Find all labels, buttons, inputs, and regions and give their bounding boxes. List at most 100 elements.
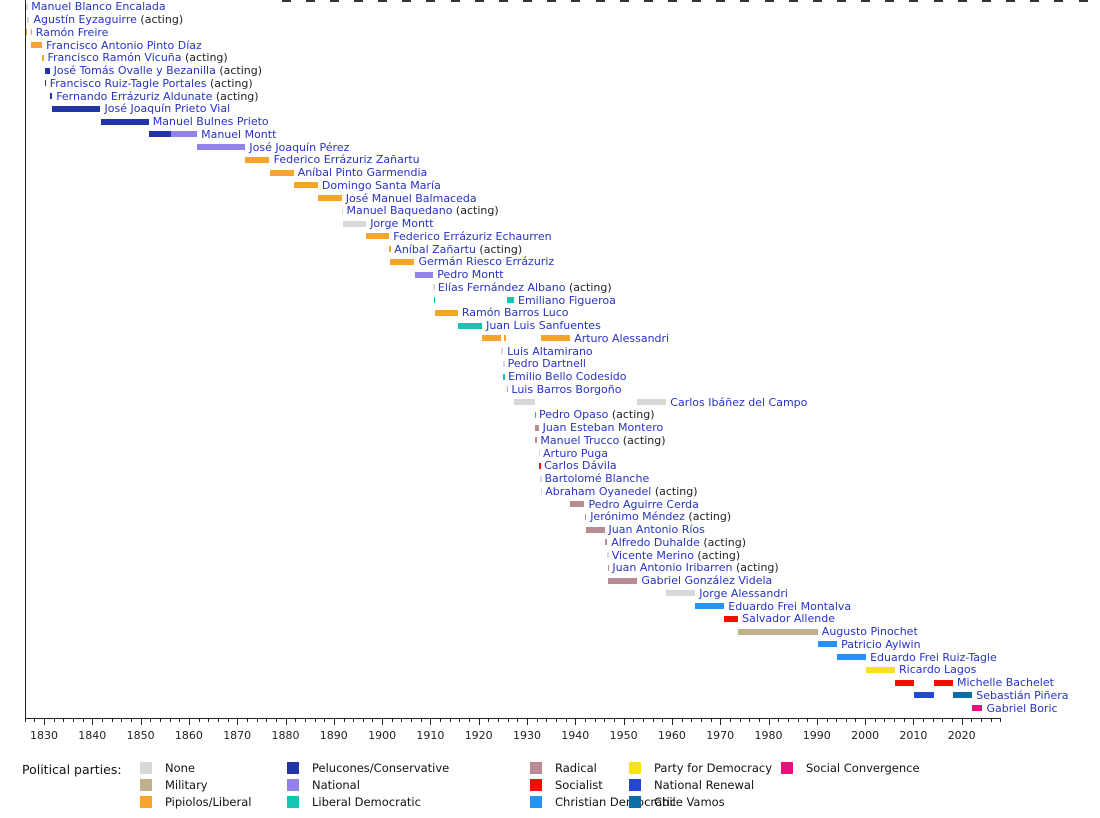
president-name[interactable]: Manuel Bulnes Prieto xyxy=(153,115,269,128)
president-name[interactable]: José Manuel Balmaceda xyxy=(346,192,477,205)
president-name[interactable]: Juan Luis Sanfuentes xyxy=(486,319,601,332)
president-name[interactable]: Pedro Montt xyxy=(437,268,503,281)
president-name[interactable]: Carlos Ibáñez del Campo xyxy=(670,396,807,409)
president-name[interactable]: Patricio Aylwin xyxy=(841,638,920,651)
president-label[interactable]: Manuel Bulnes Prieto xyxy=(153,115,269,128)
president-name[interactable]: José Joaquín Pérez xyxy=(249,141,349,154)
president-label[interactable]: Ricardo Lagos xyxy=(899,663,976,676)
president-name[interactable]: Pedro Opaso xyxy=(539,408,608,421)
president-name[interactable]: Michelle Bachelet xyxy=(957,676,1054,689)
president-label[interactable]: Pedro Montt xyxy=(437,268,503,281)
president-label[interactable]: Juan Luis Sanfuentes xyxy=(486,319,601,332)
president-name[interactable]: Fernando Errázuriz Aldunate xyxy=(56,90,212,103)
president-name[interactable]: Abraham Oyanedel xyxy=(545,485,651,498)
president-label[interactable]: Jorge Alessandri xyxy=(699,587,788,600)
president-label[interactable]: Eduardo Frei Montalva xyxy=(728,600,851,613)
president-name[interactable]: Gabriel González Videla xyxy=(641,574,772,587)
president-name[interactable]: Alfredo Duhalde xyxy=(611,536,700,549)
president-name[interactable]: Arturo Alessandri xyxy=(574,332,669,345)
president-name[interactable]: Aníbal Pinto Garmendia xyxy=(298,166,428,179)
president-label[interactable]: Fernando Errázuriz Aldunate (acting) xyxy=(56,90,258,103)
president-name[interactable]: Elías Fernández Albano xyxy=(438,281,566,294)
president-label[interactable]: Aníbal Zañartu (acting) xyxy=(394,243,522,256)
president-name[interactable]: José Tomás Ovalle y Bezanilla xyxy=(54,64,216,77)
president-name[interactable]: Germán Riesco Errázuriz xyxy=(419,255,555,268)
president-label[interactable]: Germán Riesco Errázuriz xyxy=(419,255,555,268)
president-name[interactable]: Juan Antonio Ríos xyxy=(609,523,705,536)
president-label[interactable]: Gabriel Boric xyxy=(987,702,1058,715)
president-label[interactable]: Luis Altamirano xyxy=(507,345,593,358)
president-label[interactable]: Ramón Freire xyxy=(36,26,109,39)
president-label[interactable]: Aníbal Pinto Garmendia xyxy=(298,166,428,179)
president-label[interactable]: Eduardo Frei Ruiz-Tagle xyxy=(870,651,997,664)
president-name[interactable]: Emilio Bello Codesido xyxy=(508,370,626,383)
president-label[interactable]: Francisco Ruiz-Tagle Portales (acting) xyxy=(50,77,253,90)
president-name[interactable]: Emiliano Figueroa xyxy=(518,294,616,307)
president-label[interactable]: Agustín Eyzaguirre (acting) xyxy=(34,13,184,26)
president-label[interactable]: Jorge Montt xyxy=(370,217,433,230)
president-name[interactable]: Pedro Dartnell xyxy=(508,357,586,370)
president-name[interactable]: Federico Errázuriz Echaurren xyxy=(393,230,551,243)
president-name[interactable]: Arturo Puga xyxy=(543,447,608,460)
president-name[interactable]: Luis Altamirano xyxy=(507,345,593,358)
president-name[interactable]: Ricardo Lagos xyxy=(899,663,976,676)
president-name[interactable]: Pedro Aguirre Cerda xyxy=(589,498,699,511)
president-name[interactable]: Luis Barros Borgoño xyxy=(511,383,621,396)
president-label[interactable]: Pedro Dartnell xyxy=(508,357,586,370)
president-name[interactable]: Manuel Montt xyxy=(201,128,276,141)
president-label[interactable]: Vicente Merino (acting) xyxy=(612,549,740,562)
president-label[interactable]: Salvador Allende xyxy=(742,612,835,625)
president-name[interactable]: Francisco Ruiz-Tagle Portales xyxy=(50,77,207,90)
president-label[interactable]: Emiliano Figueroa xyxy=(518,294,616,307)
president-label[interactable]: Gabriel González Videla xyxy=(641,574,772,587)
president-label[interactable]: Federico Errázuriz Zañartu xyxy=(274,153,420,166)
president-label[interactable]: Carlos Ibáñez del Campo xyxy=(670,396,807,409)
president-label[interactable]: Manuel Trucco (acting) xyxy=(540,434,665,447)
president-name[interactable]: Federico Errázuriz Zañartu xyxy=(274,153,420,166)
president-label[interactable]: Emilio Bello Codesido xyxy=(508,370,626,383)
president-name[interactable]: Jorge Alessandri xyxy=(699,587,788,600)
president-label[interactable]: Alfredo Duhalde (acting) xyxy=(611,536,746,549)
president-label[interactable]: Arturo Alessandri xyxy=(574,332,669,345)
president-name[interactable]: Gabriel Boric xyxy=(987,702,1058,715)
president-label[interactable]: Domingo Santa María xyxy=(322,179,441,192)
president-name[interactable]: Francisco Ramón Vicuña xyxy=(48,51,182,64)
president-name[interactable]: Manuel Baquedano xyxy=(347,204,453,217)
president-name[interactable]: Augusto Pinochet xyxy=(822,625,918,638)
president-name[interactable]: Juan Antonio Iribarren xyxy=(612,561,732,574)
president-name[interactable]: Vicente Merino xyxy=(612,549,694,562)
president-label[interactable]: Francisco Antonio Pinto Díaz xyxy=(46,39,202,52)
president-label[interactable]: Sebastián Piñera xyxy=(976,689,1068,702)
president-label[interactable]: José Tomás Ovalle y Bezanilla (acting) xyxy=(54,64,262,77)
president-label[interactable]: Juan Antonio Ríos xyxy=(609,523,705,536)
president-label[interactable]: Federico Errázuriz Echaurren xyxy=(393,230,551,243)
president-label[interactable]: Abraham Oyanedel (acting) xyxy=(545,485,697,498)
president-label[interactable]: Pedro Opaso (acting) xyxy=(539,408,655,421)
president-name[interactable]: Ramón Barros Luco xyxy=(462,306,569,319)
president-name[interactable]: Carlos Dávila xyxy=(544,459,617,472)
president-label[interactable]: Luis Barros Borgoño xyxy=(511,383,621,396)
president-label[interactable]: Juan Esteban Montero xyxy=(543,421,664,434)
president-name[interactable]: Domingo Santa María xyxy=(322,179,441,192)
president-label[interactable]: Juan Antonio Iribarren (acting) xyxy=(612,561,778,574)
president-label[interactable]: Bartolomé Blanche xyxy=(545,472,650,485)
president-label[interactable]: Pedro Aguirre Cerda xyxy=(589,498,699,511)
president-label[interactable]: Manuel Montt xyxy=(201,128,276,141)
president-label[interactable]: Augusto Pinochet xyxy=(822,625,918,638)
president-name[interactable]: Eduardo Frei Montalva xyxy=(728,600,851,613)
president-label[interactable]: Ramón Barros Luco xyxy=(462,306,569,319)
president-name[interactable]: Agustín Eyzaguirre xyxy=(34,13,137,26)
president-label[interactable]: Manuel Baquedano (acting) xyxy=(347,204,499,217)
president-name[interactable]: Eduardo Frei Ruiz-Tagle xyxy=(870,651,997,664)
president-name[interactable]: Sebastián Piñera xyxy=(976,689,1068,702)
president-label[interactable]: Patricio Aylwin xyxy=(841,638,920,651)
president-label[interactable]: Francisco Ramón Vicuña (acting) xyxy=(48,51,228,64)
president-name[interactable]: Salvador Allende xyxy=(742,612,835,625)
president-label[interactable]: José Joaquín Prieto Vial xyxy=(105,102,231,115)
president-name[interactable]: Juan Esteban Montero xyxy=(543,421,664,434)
president-label[interactable]: Michelle Bachelet xyxy=(957,676,1054,689)
president-label[interactable]: Jerónimo Méndez (acting) xyxy=(590,510,731,523)
president-name[interactable]: Aníbal Zañartu xyxy=(394,243,476,256)
president-label[interactable]: Elías Fernández Albano (acting) xyxy=(438,281,612,294)
president-label[interactable]: José Manuel Balmaceda xyxy=(346,192,477,205)
